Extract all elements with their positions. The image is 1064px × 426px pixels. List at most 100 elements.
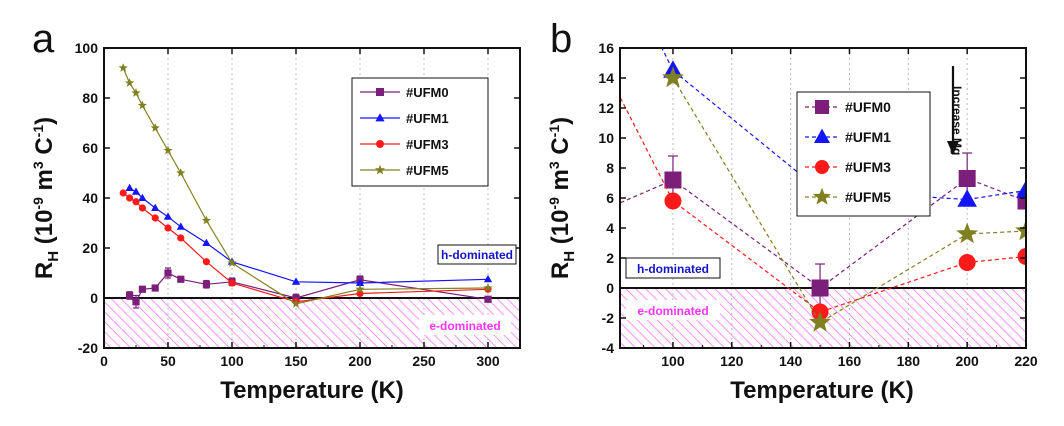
data-point (125, 183, 134, 192)
data-point (292, 294, 300, 302)
data-point (131, 187, 141, 195)
legend-marker (374, 164, 386, 175)
data-point (958, 170, 976, 187)
data-point (201, 215, 211, 225)
data-point (119, 189, 127, 197)
legend-marker (376, 88, 384, 96)
legend-label: #UFM3 (406, 137, 449, 152)
legend-marker (376, 140, 384, 148)
data-point (291, 298, 301, 308)
data-point (125, 78, 135, 87)
increase-mg-arrow-head (947, 141, 959, 155)
panel-a: a Temperature (K) RH (10-9 m3 C-1) 0 50 10… (30, 17, 521, 404)
data-point (1017, 192, 1026, 210)
data-point (126, 291, 134, 300)
e-dominated-box (419, 315, 511, 335)
data-point (177, 234, 185, 242)
x-tick-label: 220 (1014, 353, 1038, 369)
legend-label: #UFM3 (845, 159, 891, 175)
x-tick-label: 0 (100, 353, 108, 369)
series-line (672, 77, 1026, 324)
x-tick-label: 120 (720, 353, 744, 369)
data-point (1016, 180, 1026, 198)
panel-a-ylabel: RH (10-9 m3 C-1) (30, 117, 62, 279)
x-tick-label: 200 (955, 353, 979, 369)
panel-a-xlabel: Temperature (K) (220, 377, 404, 404)
data-point (163, 145, 173, 155)
data-layer (620, 48, 1026, 332)
panel-b-xlabel: Temperature (K) (730, 377, 914, 404)
y-tick-label: 100 (75, 40, 99, 56)
legend-label: #UFM5 (845, 189, 891, 205)
data-point (202, 258, 210, 266)
data-point (132, 198, 140, 206)
panel-a-legend: #UFM0 #UFM1 #UFM3 #UFM5 (351, 77, 489, 187)
data-point (118, 63, 128, 72)
data-point (355, 278, 365, 287)
data-point (291, 277, 301, 285)
data-point (958, 254, 976, 271)
data-point (1015, 219, 1026, 241)
panel-a-label: a (32, 17, 55, 61)
x-tick-label: 140 (779, 353, 803, 369)
data-point (151, 214, 159, 222)
panel-b-label: b (550, 17, 572, 61)
data-point (483, 283, 493, 292)
legend-marker (815, 160, 829, 174)
data-point (809, 311, 831, 332)
x-tick-label: 100 (220, 353, 244, 369)
data-point (355, 284, 365, 294)
y-tick-label: 80 (82, 90, 98, 106)
legend-marker (813, 128, 831, 143)
y-tick-label: 8 (606, 160, 614, 176)
e-dominated-box (626, 300, 720, 320)
data-point (164, 224, 172, 232)
e-dominated-label: e-dominated (637, 304, 708, 318)
y-tick-label: 0 (606, 280, 614, 296)
h-dominated-box (437, 244, 517, 265)
data-point (811, 279, 829, 297)
y-tick-label: 4 (606, 220, 614, 236)
data-point (138, 204, 146, 212)
x-tick-label: 160 (838, 353, 862, 369)
y-tick-label: 40 (82, 190, 98, 206)
data-point (662, 66, 684, 88)
data-point (138, 285, 146, 293)
data-point (176, 168, 186, 177)
legend-label: #UFM0 (845, 99, 891, 115)
legend-marker (815, 100, 829, 114)
data-point (150, 123, 160, 132)
data-point (137, 100, 147, 110)
x-tick-label: 180 (897, 353, 921, 369)
series-line (661, 48, 1026, 201)
legend-label: #UFM0 (406, 85, 449, 100)
data-point (483, 274, 493, 283)
data-point (664, 171, 682, 189)
h-dominated-label: h-dominated (441, 248, 513, 262)
data-point (131, 88, 141, 97)
x-tick-label: 300 (476, 353, 500, 369)
y-tick-label: 2 (606, 250, 614, 266)
data-point (164, 269, 172, 277)
x-tick-label: 50 (160, 353, 176, 369)
y-tick-label: 0 (90, 290, 98, 306)
ylabel-text: RH (10-9 m3 C-1) (546, 117, 578, 279)
legend-label: #UFM5 (406, 163, 449, 178)
y-tick-label: 14 (598, 70, 614, 86)
x-tick-label: 200 (348, 353, 372, 369)
legend-label: #UFM1 (845, 129, 891, 145)
y-tick-label: 12 (598, 100, 614, 116)
data-point (138, 193, 147, 202)
data-point (957, 189, 977, 207)
panel-b-ylabel: RH (10-9 m3 C-1) (546, 117, 578, 279)
y-tick-label: 20 (82, 240, 98, 256)
panel-b-plot: 100 120 140 160 180 200 220 -4 -2 0 2 4 6 8 10 12 14 16 h-… (598, 40, 1037, 369)
data-point (664, 192, 682, 210)
data-point (177, 275, 185, 283)
panel-b-legend: #UFM0 #UFM1 #UFM3 #UFM5 (796, 91, 931, 217)
data-point (227, 258, 237, 267)
y-tick-label: -2 (602, 310, 615, 326)
h-dominated-box (625, 257, 721, 279)
data-point (163, 212, 173, 220)
